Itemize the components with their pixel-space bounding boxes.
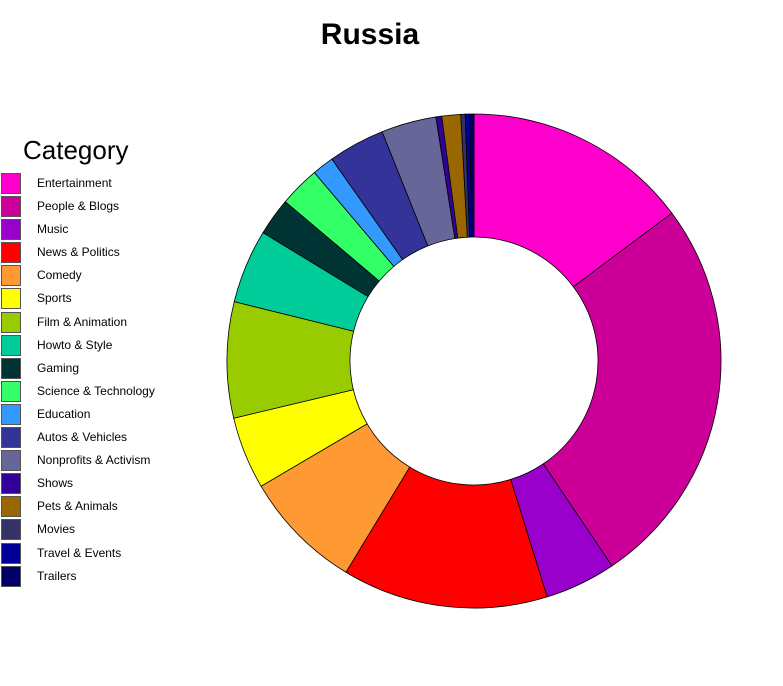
- legend-title: Category: [23, 135, 129, 165]
- legend-items: Entertainment People & Blogs Music News & P…: [0, 173, 155, 589]
- legend-label: Education: [37, 406, 91, 421]
- legend-swatch: [1, 334, 21, 356]
- legend-label: Sports: [37, 291, 72, 306]
- legend-swatch: [1, 242, 21, 264]
- legend-swatch: [1, 219, 21, 241]
- legend-swatch: [1, 357, 21, 379]
- legend-label: Travel & Events: [37, 545, 122, 560]
- legend-label: Science & Technology: [37, 383, 155, 398]
- legend-label: News & Politics: [37, 245, 120, 260]
- legend-item: Nonprofits & Activism: [0, 450, 150, 473]
- legend-item: News & Politics: [0, 242, 129, 265]
- donut-slice: [542, 212, 722, 567]
- legend-label: Gaming: [37, 360, 80, 375]
- legend-swatch: [1, 196, 21, 218]
- legend-item: Shows: [0, 473, 129, 496]
- legend-label: Shows: [37, 476, 74, 491]
- legend-label: Autos & Vehicles: [37, 430, 128, 445]
- legend-label: Comedy: [37, 268, 82, 283]
- legend-item: Entertainment: [0, 173, 129, 196]
- legend-label: Movies: [37, 522, 76, 537]
- legend-swatch: [1, 565, 21, 587]
- legend-item: People & Blogs: [0, 196, 129, 219]
- legend-label: Nonprofits & Activism: [37, 453, 151, 468]
- legend-label: Howto & Style: [37, 337, 113, 352]
- legend-item: Comedy: [0, 265, 129, 288]
- legend-label: Entertainment: [37, 176, 112, 190]
- legend-label: Trailers: [37, 568, 77, 583]
- legend-swatch: [1, 311, 21, 333]
- legend-label: Pets & Animals: [37, 499, 118, 514]
- legend-item: Science & Technology: [0, 380, 155, 404]
- legend-item: Film & Animation: [0, 311, 129, 335]
- donut-slice: [473, 113, 673, 288]
- legend-label: Film & Animation: [37, 314, 128, 329]
- legend-swatch: [1, 380, 21, 402]
- legend-item: Travel & Events: [0, 542, 129, 566]
- legend-item: Trailers: [0, 565, 129, 589]
- legend-swatch: [1, 473, 21, 495]
- legend-item: Autos & Vehicles: [0, 427, 129, 450]
- legend-swatch: [1, 542, 21, 564]
- legend-label: Music: [37, 222, 69, 237]
- donut-slice: [469, 113, 475, 238]
- legend-swatch: [1, 450, 21, 472]
- legend-item: Sports: [0, 288, 129, 311]
- legend-swatch: [1, 403, 21, 425]
- legend-item: Pets & Animals: [0, 496, 129, 519]
- legend-swatch: [1, 265, 21, 287]
- legend-item: Education: [0, 403, 129, 427]
- chart-title: Russia: [320, 18, 420, 51]
- legend-item: Howto & Style: [0, 334, 129, 358]
- legend-swatch: [1, 519, 21, 541]
- legend: Category Entertainment People & Blogs Musi…: [0, 133, 155, 589]
- legend-swatch: [1, 427, 21, 449]
- legend-swatch: [1, 496, 21, 518]
- legend-item: Music: [0, 219, 129, 242]
- legend-item: Gaming: [0, 357, 129, 381]
- legend-swatch: [1, 288, 21, 310]
- legend-swatch: [1, 173, 21, 194]
- legend-label: People & Blogs: [37, 199, 120, 214]
- legend-item: Movies: [0, 519, 129, 542]
